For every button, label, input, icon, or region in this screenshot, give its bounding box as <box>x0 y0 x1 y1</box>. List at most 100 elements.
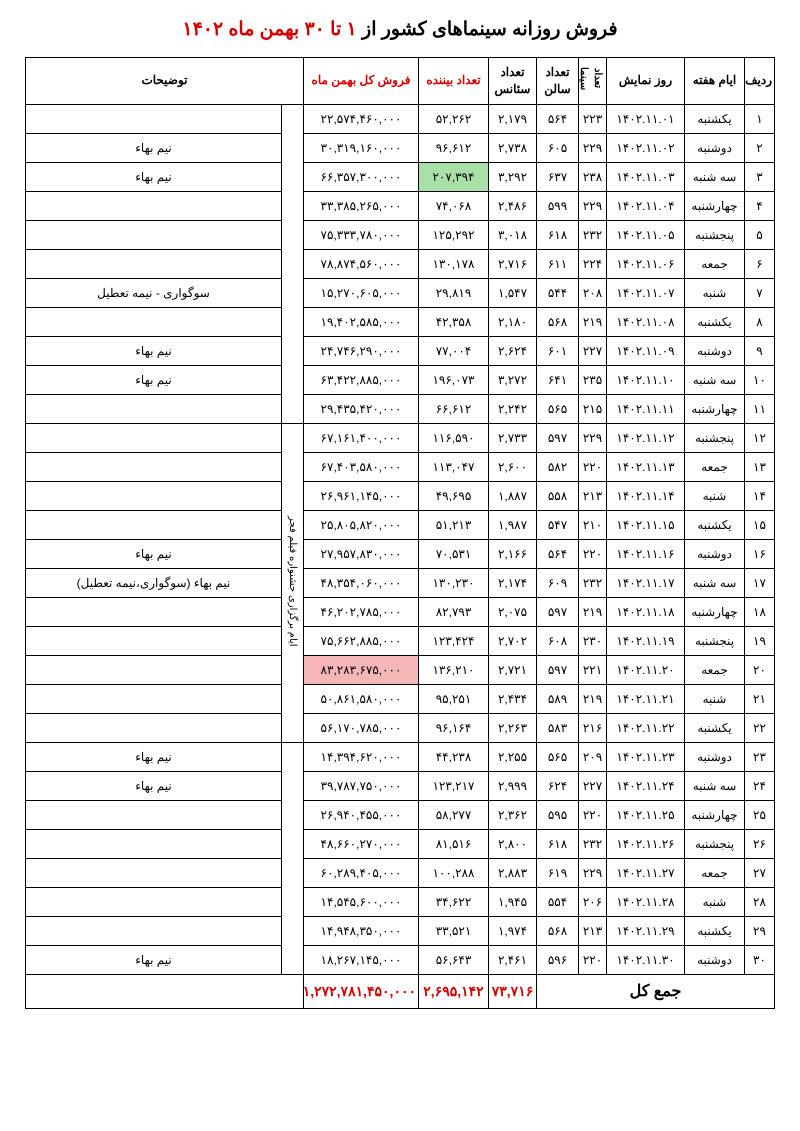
cell-viewer: ۷۰,۵۳۱ <box>419 539 489 568</box>
cell-cinema: ۲۲۰ <box>579 452 607 481</box>
cell-date: ۱۴۰۲.۱۱.۱۷ <box>607 568 685 597</box>
cell-hall: ۵۹۵ <box>537 800 579 829</box>
cell-viewer: ۱۱۳,۰۴۷ <box>419 452 489 481</box>
cell-row-num: ۲۳ <box>745 742 775 771</box>
cell-showing: ۲,۶۲۴ <box>489 336 537 365</box>
cell-cinema: ۲۱۹ <box>579 307 607 336</box>
cell-sales: ۲۶,۹۶۱,۱۴۵,۰۰۰ <box>304 481 419 510</box>
cell-notes <box>26 916 282 945</box>
cell-row-num: ۲۵ <box>745 800 775 829</box>
cell-cinema: ۲۲۷ <box>579 336 607 365</box>
table-row: ۲۴سه شنبه۱۴۰۲.۱۱.۲۴۲۲۷۶۲۴۲,۹۹۹۱۲۳,۲۱۷۳۹,… <box>26 771 775 800</box>
cell-weekday: یکشنبه <box>685 916 745 945</box>
cell-hall: ۶۱۸ <box>537 220 579 249</box>
footer-empty <box>26 974 304 1008</box>
cell-notes: نیم بهاء <box>26 162 282 191</box>
cell-sales: ۳۳,۳۸۵,۲۶۵,۰۰۰ <box>304 191 419 220</box>
cell-hall: ۵۵۴ <box>537 887 579 916</box>
cell-viewer: ۵۶,۶۴۳ <box>419 945 489 974</box>
cell-date: ۱۴۰۲.۱۱.۱۸ <box>607 597 685 626</box>
cell-weekday: سه شنبه <box>685 365 745 394</box>
footer-sessions: ۷۳,۷۱۶ <box>489 974 537 1008</box>
cell-row-num: ۴ <box>745 191 775 220</box>
cell-weekday: دوشنبه <box>685 539 745 568</box>
cell-hall: ۵۸۳ <box>537 713 579 742</box>
cell-weekday: جمعه <box>685 452 745 481</box>
cell-row-num: ۱۰ <box>745 365 775 394</box>
cell-notes <box>26 249 282 278</box>
cell-date: ۱۴۰۲.۱۱.۰۳ <box>607 162 685 191</box>
cell-weekday: چهارشنبه <box>685 800 745 829</box>
cell-sales: ۲۴,۷۴۶,۲۹۰,۰۰۰ <box>304 336 419 365</box>
cell-notes <box>26 684 282 713</box>
cell-hall: ۶۰۵ <box>537 133 579 162</box>
cell-weekday: جمعه <box>685 249 745 278</box>
cell-notes <box>26 452 282 481</box>
table-row: ۲۷جمعه۱۴۰۲.۱۱.۲۷۲۲۹۶۱۹۲,۸۸۳۱۰۰,۲۸۸۶۰,۲۸۹… <box>26 858 775 887</box>
cell-hall: ۵۹۷ <box>537 597 579 626</box>
cell-sales: ۷۵,۶۶۲,۸۸۵,۰۰۰ <box>304 626 419 655</box>
cell-showing: ۱,۸۸۷ <box>489 481 537 510</box>
cell-weekday: پنجشنبه <box>685 220 745 249</box>
table-row: ۱۵یکشنبه۱۴۰۲.۱۱.۱۵۲۱۰۵۴۷۱,۹۸۷۵۱,۲۱۳۲۵,۸۰… <box>26 510 775 539</box>
cell-showing: ۲,۳۶۲ <box>489 800 537 829</box>
cell-viewer: ۱۱۶,۵۹۰ <box>419 423 489 452</box>
cell-cinema: ۲۲۹ <box>579 133 607 162</box>
cell-cinema: ۲۳۸ <box>579 162 607 191</box>
cell-notes: نیم بهاء <box>26 133 282 162</box>
cell-date: ۱۴۰۲.۱۱.۲۹ <box>607 916 685 945</box>
cell-sales: ۵۶,۱۷۰,۷۸۵,۰۰۰ <box>304 713 419 742</box>
header-showing: تعداد سئانس <box>489 58 537 105</box>
period-cell-fajr: ایام برگزاری جشنواره فیلم فجر <box>282 423 304 742</box>
cell-notes: نیم بهاء <box>26 365 282 394</box>
period-cell-post <box>282 742 304 974</box>
cell-weekday: شنبه <box>685 887 745 916</box>
cell-viewer: ۸۲,۷۹۳ <box>419 597 489 626</box>
cell-hall: ۵۹۹ <box>537 191 579 220</box>
cell-notes <box>26 481 282 510</box>
cell-showing: ۲,۱۷۹ <box>489 104 537 133</box>
cell-viewer: ۴۹,۶۹۵ <box>419 481 489 510</box>
cell-date: ۱۴۰۲.۱۱.۲۱ <box>607 684 685 713</box>
cell-sales: ۳۹,۷۸۷,۷۵۰,۰۰۰ <box>304 771 419 800</box>
cell-date: ۱۴۰۲.۱۱.۰۸ <box>607 307 685 336</box>
cell-sales: ۶۰,۲۸۹,۴۰۵,۰۰۰ <box>304 858 419 887</box>
cell-hall: ۵۶۴ <box>537 104 579 133</box>
cell-row-num: ۲۷ <box>745 858 775 887</box>
cell-viewer: ۷۴,۰۶۸ <box>419 191 489 220</box>
cell-cinema: ۲۱۹ <box>579 684 607 713</box>
cell-viewer: ۹۶,۶۱۲ <box>419 133 489 162</box>
cell-notes <box>26 858 282 887</box>
footer-label: جمع کل <box>537 974 775 1008</box>
cell-date: ۱۴۰۲.۱۱.۲۷ <box>607 858 685 887</box>
cell-viewer: ۵۲,۲۶۲ <box>419 104 489 133</box>
cell-notes <box>26 394 282 423</box>
cell-showing: ۲,۷۲۱ <box>489 655 537 684</box>
cell-showing: ۳,۰۱۸ <box>489 220 537 249</box>
cell-hall: ۶۱۸ <box>537 829 579 858</box>
cell-date: ۱۴۰۲.۱۱.۱۰ <box>607 365 685 394</box>
cell-notes: نیم بهاء <box>26 539 282 568</box>
cell-row-num: ۱۴ <box>745 481 775 510</box>
cell-cinema: ۲۳۲ <box>579 220 607 249</box>
cell-hall: ۵۶۵ <box>537 394 579 423</box>
cell-showing: ۲,۲۵۵ <box>489 742 537 771</box>
header-cinema: تعداد سینما <box>579 58 607 105</box>
cell-sales: ۶۶,۳۵۷,۳۰۰,۰۰۰ <box>304 162 419 191</box>
cell-date: ۱۴۰۲.۱۱.۱۴ <box>607 481 685 510</box>
table-row: ۲۱شنبه۱۴۰۲.۱۱.۲۱۲۱۹۵۸۹۲,۴۳۴۹۵,۲۵۱۵۰,۸۶۱,… <box>26 684 775 713</box>
cell-date: ۱۴۰۲.۱۱.۲۲ <box>607 713 685 742</box>
cell-sales: ۶۷,۱۶۱,۴۰۰,۰۰۰ <box>304 423 419 452</box>
cell-date: ۱۴۰۲.۱۱.۱۳ <box>607 452 685 481</box>
cell-showing: ۲,۴۸۶ <box>489 191 537 220</box>
table-row: ۹دوشنبه۱۴۰۲.۱۱.۰۹۲۲۷۶۰۱۲,۶۲۴۷۷,۰۰۴۲۴,۷۴۶… <box>26 336 775 365</box>
cell-notes <box>26 423 282 452</box>
cell-weekday: چهارشنبه <box>685 394 745 423</box>
cell-sales: ۴۶,۲۰۲,۷۸۵,۰۰۰ <box>304 597 419 626</box>
cell-sales: ۱۸,۲۶۷,۱۴۵,۰۰۰ <box>304 945 419 974</box>
cell-row-num: ۶ <box>745 249 775 278</box>
cell-date: ۱۴۰۲.۱۱.۲۶ <box>607 829 685 858</box>
cell-notes <box>26 104 282 133</box>
table-row: ۲۵چهارشنبه۱۴۰۲.۱۱.۲۵۲۲۰۵۹۵۲,۳۶۲۵۸,۲۷۷۲۶,… <box>26 800 775 829</box>
cell-row-num: ۲۸ <box>745 887 775 916</box>
